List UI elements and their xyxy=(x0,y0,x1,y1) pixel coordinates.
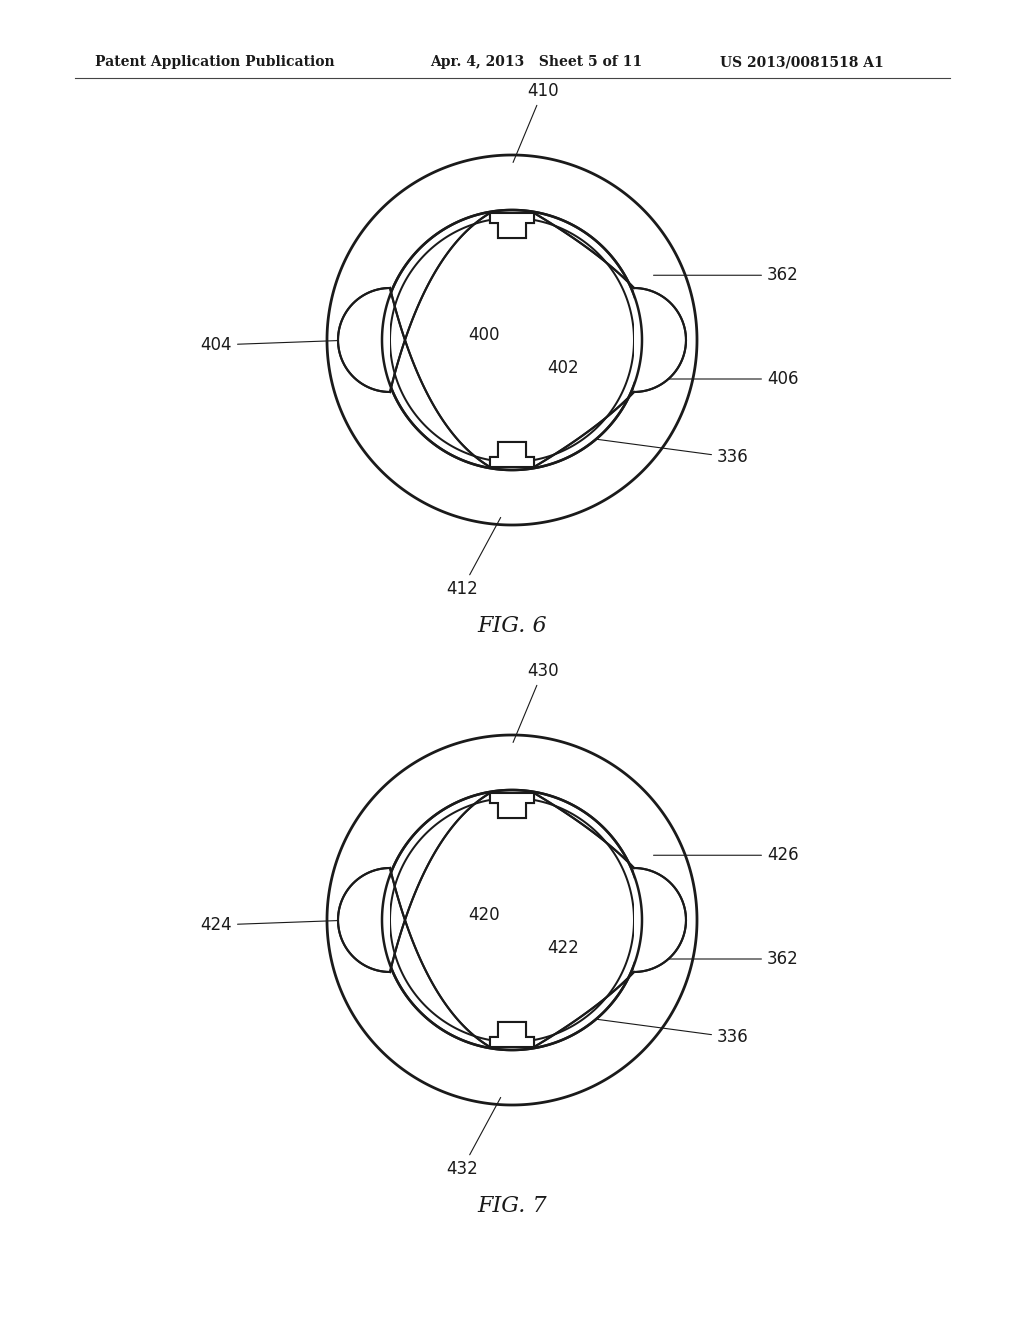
Text: 430: 430 xyxy=(513,663,559,742)
Polygon shape xyxy=(490,213,534,238)
Polygon shape xyxy=(634,869,686,972)
Polygon shape xyxy=(490,442,534,467)
Text: 424: 424 xyxy=(201,916,351,935)
Text: 336: 336 xyxy=(587,1018,749,1047)
Text: Apr. 4, 2013   Sheet 5 of 11: Apr. 4, 2013 Sheet 5 of 11 xyxy=(430,55,642,69)
Text: 362: 362 xyxy=(653,267,799,284)
Text: 406: 406 xyxy=(626,370,799,388)
Polygon shape xyxy=(382,210,642,470)
Polygon shape xyxy=(327,154,697,525)
Text: FIG. 6: FIG. 6 xyxy=(477,615,547,638)
Polygon shape xyxy=(390,218,634,462)
Text: 362: 362 xyxy=(626,950,799,968)
Text: 336: 336 xyxy=(587,438,749,466)
Polygon shape xyxy=(490,793,534,818)
Polygon shape xyxy=(382,789,642,1049)
Polygon shape xyxy=(394,803,630,1038)
Text: 404: 404 xyxy=(201,337,351,354)
Text: 402: 402 xyxy=(547,359,579,378)
Text: 432: 432 xyxy=(446,1097,501,1177)
Polygon shape xyxy=(634,288,686,392)
Polygon shape xyxy=(394,222,630,458)
Polygon shape xyxy=(490,213,534,238)
Text: FIG. 7: FIG. 7 xyxy=(477,1195,547,1217)
Polygon shape xyxy=(490,1022,534,1047)
Text: 410: 410 xyxy=(513,82,559,162)
Polygon shape xyxy=(390,799,634,1041)
Polygon shape xyxy=(490,1022,534,1047)
Text: 422: 422 xyxy=(547,939,579,957)
Text: 420: 420 xyxy=(468,906,500,924)
Polygon shape xyxy=(490,442,534,467)
Polygon shape xyxy=(338,869,390,972)
Text: 412: 412 xyxy=(446,517,501,598)
Polygon shape xyxy=(490,793,534,818)
Polygon shape xyxy=(338,288,390,392)
Text: US 2013/0081518 A1: US 2013/0081518 A1 xyxy=(720,55,884,69)
Text: Patent Application Publication: Patent Application Publication xyxy=(95,55,335,69)
Text: 426: 426 xyxy=(653,846,799,865)
Text: 400: 400 xyxy=(468,326,500,345)
Polygon shape xyxy=(327,735,697,1105)
